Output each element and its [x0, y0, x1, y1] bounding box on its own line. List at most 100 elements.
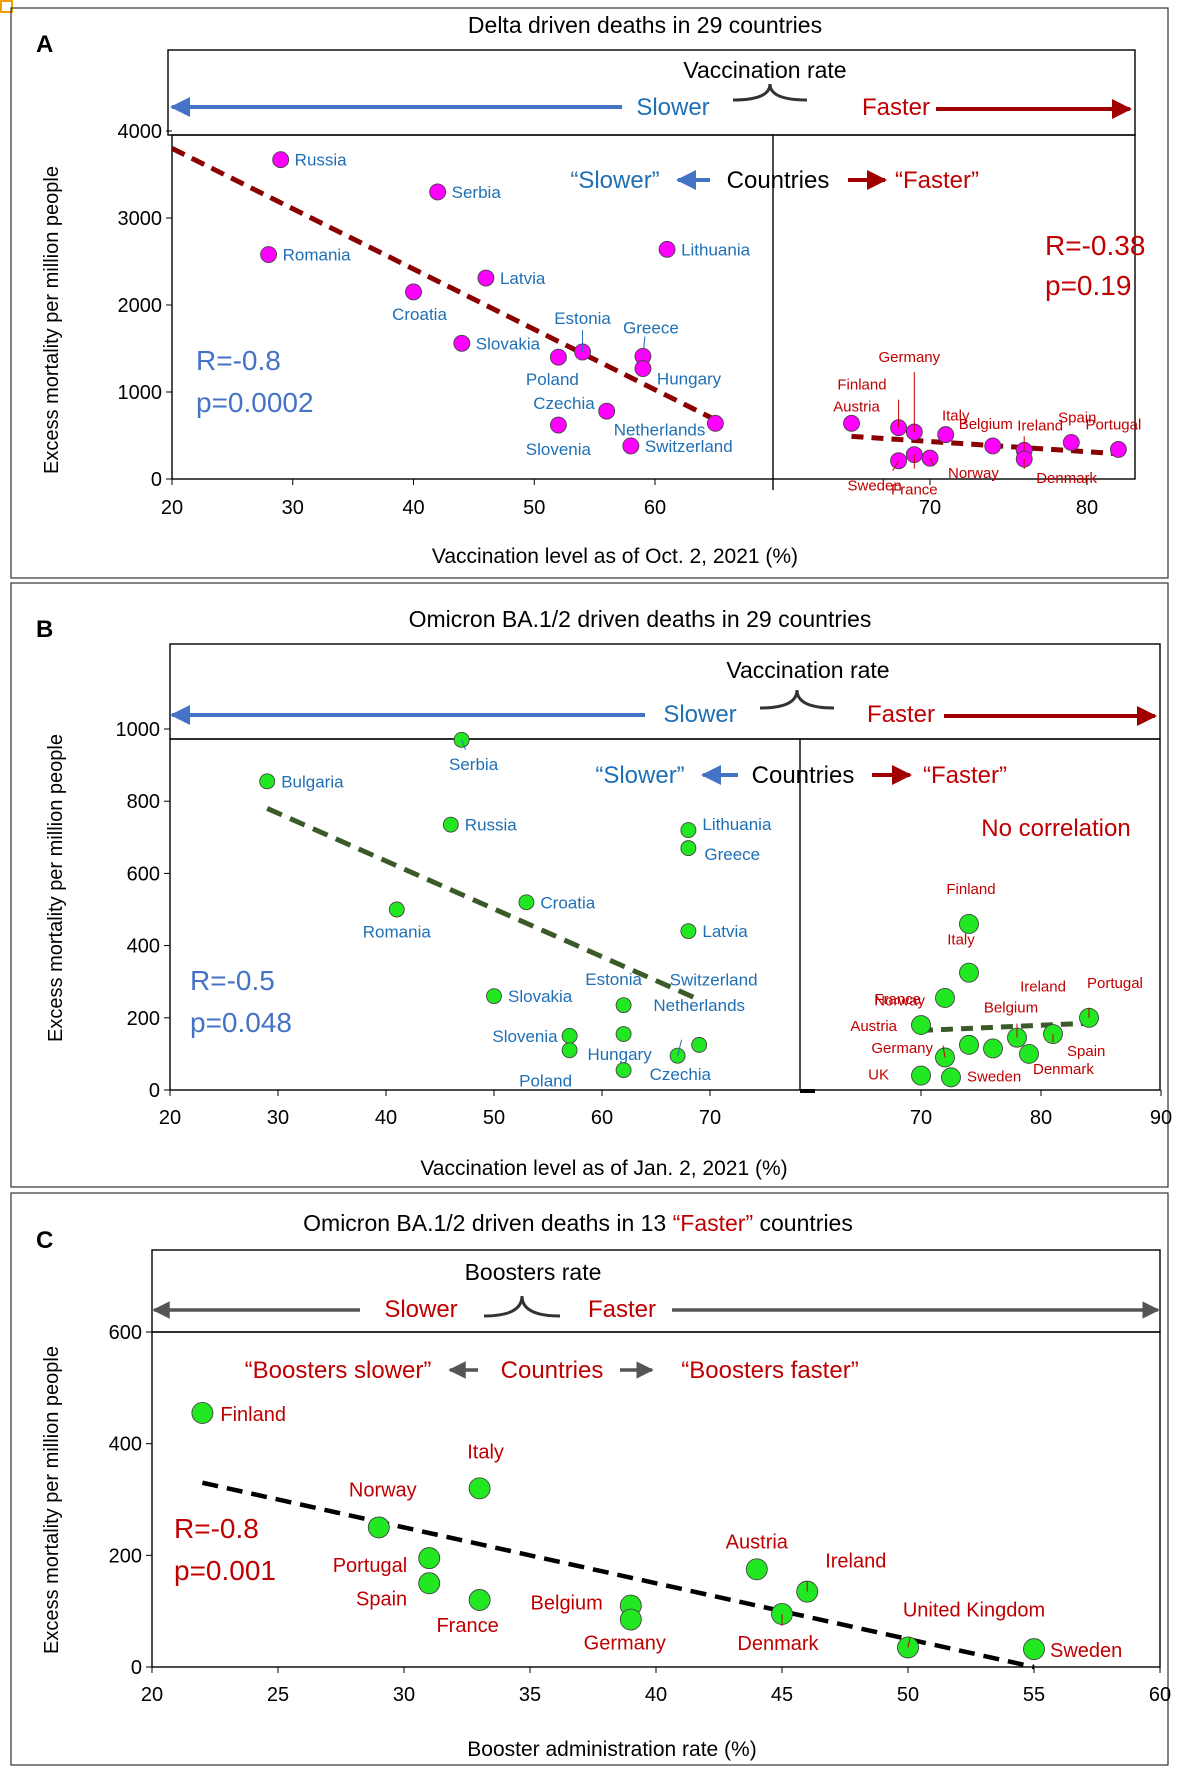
panel-b-xtick-label: 70 [699, 1107, 721, 1129]
panel-a-point-label-leader [642, 336, 646, 357]
panel-a-point [477, 269, 495, 287]
panel-b-xlabel: Vaccination level as of Jan. 2, 2021 (%) [420, 1157, 787, 1180]
panel-a-point-label: Portugal [1085, 416, 1141, 433]
panel-a-point [1109, 440, 1127, 458]
panel-a-ylabel: Excess mortality per million people [41, 166, 63, 474]
panel-a-banner-faster: Faster [862, 94, 930, 121]
panel-b-point [935, 987, 955, 1008]
panel-b-xtick-label: 70 [910, 1107, 932, 1129]
panel-c-point [468, 1477, 491, 1500]
panel-b-letter: B [36, 616, 53, 643]
panel-b-point-label: Switzerland [670, 971, 758, 990]
panel-a-point [429, 183, 447, 201]
panel-a-trend-slow [170, 146, 717, 423]
panel-b-point-label-leader [461, 739, 467, 751]
panel-c-ytick-label: 200 [109, 1545, 142, 1567]
panel-a-point [260, 246, 278, 263]
panel-c-point-label: Austria [726, 1531, 789, 1553]
panel-b-banner-faster: Faster [867, 701, 935, 728]
panel-a-stat-p-fast: p=0.19 [1045, 270, 1131, 301]
panel-b-xtick-label: 40 [375, 1107, 397, 1129]
panel-b-caption-slower: “Slower” [595, 762, 684, 789]
panel-b-point-label: Croatia [540, 893, 595, 912]
panel-c-point-label: Spain [356, 1588, 407, 1610]
panel-b-caption-faster: “Faster” [923, 762, 1007, 789]
panel-b-trend-slow [266, 806, 701, 1003]
panel-b-trend-fast [920, 1020, 1090, 1033]
panel-b-point [486, 988, 502, 1005]
panel-b-point [959, 1034, 979, 1055]
panel-b-ytick-label: 800 [127, 791, 160, 813]
panel-c-split-icon [483, 1295, 561, 1318]
panel-b-point [518, 894, 535, 911]
panel-a-caption-faster: “Faster” [895, 167, 979, 194]
panel-a-point-label-leader [929, 457, 935, 467]
panel-c-letter: C [36, 1227, 53, 1254]
panel-a-point-label: Russia [295, 151, 348, 170]
panel-b-point [911, 1015, 931, 1035]
panel-b-point-label: Romania [363, 923, 432, 942]
panel-c-point [1023, 1638, 1045, 1661]
panel-b-point [691, 1036, 708, 1053]
panel-b-point [959, 913, 979, 934]
panel-a-point [937, 426, 955, 444]
panel-a-point-label: Belgium [959, 416, 1013, 433]
panel-b-point-label: Czechia [650, 1065, 712, 1084]
panel-b-point [680, 822, 697, 839]
panel-b-point [615, 1026, 632, 1042]
panel-a-point-label: Netherlands [614, 420, 706, 439]
panel-b-xtick-label: 80 [1030, 1107, 1052, 1129]
panel-c-stat-p: p=0.001 [174, 1555, 276, 1586]
panel-c-point-label: Denmark [737, 1633, 819, 1655]
panel-c-title-part: countries [753, 1210, 853, 1236]
panel-b-point-label: Poland [519, 1071, 572, 1090]
panel-b-point-label-leader [942, 1045, 946, 1058]
panel-a-point-label: Slovakia [476, 334, 541, 353]
panel-b-point [941, 1067, 961, 1088]
panel-c-point [745, 1558, 768, 1581]
panel-a-point-label: Spain [1058, 409, 1096, 426]
panel-c-banner-title: Boosters rate [465, 1259, 602, 1285]
panel-c-xlabel: Booster administration rate (%) [467, 1738, 756, 1761]
panel-b-xtick-label: 30 [267, 1107, 289, 1129]
panel-c-point-label: Germany [584, 1633, 666, 1655]
panel-a-point-label: Greece [623, 318, 679, 337]
panel-b-point [561, 1042, 578, 1059]
panel-c-title-part: “Faster” [673, 1210, 754, 1236]
panel-b-point [259, 773, 276, 790]
panel-a-point [405, 283, 422, 301]
panel-b-point [983, 1038, 1003, 1059]
panel-c-point-label: Finland [220, 1404, 286, 1426]
panel-b-point [615, 997, 632, 1014]
panel-b-point-label: UK [868, 1067, 889, 1084]
panel-a-point [598, 402, 616, 420]
panel-b-point-label: Hungary [587, 1045, 652, 1064]
panel-b-ytick-label: 600 [127, 863, 160, 885]
panel-b-point [959, 962, 979, 983]
panel-b-point-label: France [874, 991, 921, 1008]
panel-a-point [622, 437, 640, 455]
panel-a-stat-r-fast: R=-0.38 [1045, 230, 1145, 261]
panel-a-point-label: Slovenia [526, 440, 592, 459]
panel-a-ytick-label: 1000 [118, 382, 163, 404]
panel-b-point [680, 923, 697, 940]
panel-b-point-label: Ireland [1020, 979, 1066, 996]
panel-c-xtick-label: 45 [771, 1684, 793, 1706]
panel-c-banner-slower: Slower [384, 1296, 457, 1323]
panel-c-caption-countries: Countries [501, 1357, 604, 1384]
panel-c-point [468, 1589, 491, 1611]
panel-a-xtick-label: 80 [1076, 497, 1098, 519]
panel-a-point-label: Germany [878, 349, 940, 366]
panel-b-point-label-leader [677, 1039, 683, 1056]
panel-c-point-label-leader [907, 1637, 911, 1648]
panel-a-point-label: Poland [526, 370, 579, 389]
panel-b-ylabel: Excess mortality per million people [45, 734, 67, 1042]
panel-a-point [984, 437, 1002, 455]
panel-b-point-label: Slovakia [508, 987, 573, 1006]
panel-a-point [843, 414, 860, 432]
panel-b-point-label: Belgium [984, 999, 1038, 1016]
panel-c-stat-r: R=-0.8 [174, 1513, 259, 1544]
panel-c-point-label: Ireland [825, 1551, 886, 1573]
panel-a-point-label: France [891, 482, 938, 499]
panel-a-banner-slower: Slower [636, 94, 709, 121]
